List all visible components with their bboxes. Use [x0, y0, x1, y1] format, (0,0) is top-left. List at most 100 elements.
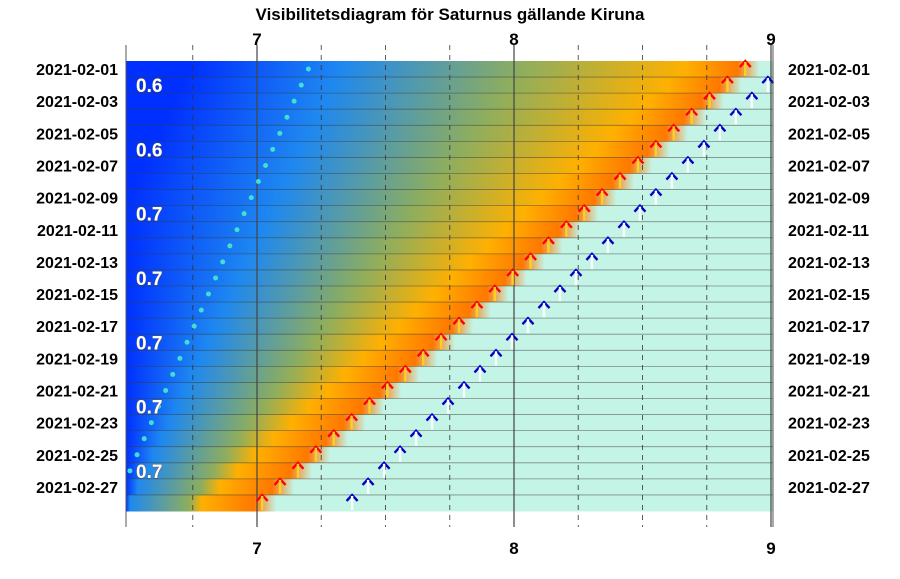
twilight-dot	[277, 130, 283, 136]
heatmap-row	[126, 414, 773, 432]
date-label-right: 2021-02-05	[788, 126, 870, 143]
saturn-rise-arrow	[273, 477, 287, 494]
date-label-left: 2021-02-01	[36, 62, 118, 79]
sunrise-arrow	[729, 107, 743, 125]
saturn-rise-arrow	[685, 107, 699, 125]
twilight-dot	[191, 323, 197, 329]
date-label-left: 2021-02-25	[36, 448, 118, 465]
sunrise-arrow	[425, 412, 439, 430]
sunrise-arrow	[377, 461, 391, 478]
twilight-dot	[198, 307, 204, 313]
saturn-rise-arrow	[255, 493, 269, 510]
sunrise-arrow	[633, 203, 647, 221]
date-label-right: 2021-02-13	[788, 255, 870, 272]
chart-title: Visibilitetsdiagram för Saturnus gälland…	[256, 5, 645, 24]
twilight-dots	[127, 66, 311, 474]
saturn-rise-arrow	[309, 444, 323, 462]
twilight-dot	[305, 66, 311, 72]
twilight-dot	[220, 259, 226, 265]
sunrise-arrow	[409, 428, 423, 446]
date-label-right: 2021-02-19	[788, 351, 870, 368]
magnitude-label: 0.7	[136, 462, 162, 483]
date-label-right: 2021-02-09	[788, 191, 870, 208]
x-tick-label-bottom: 9	[766, 539, 775, 558]
sunrise-arrow	[521, 316, 535, 334]
sunrise-arrow	[537, 300, 551, 318]
twilight-dot	[205, 291, 211, 297]
sunrise-arrow	[585, 252, 599, 269]
saturn-rise-arrow	[524, 252, 537, 269]
heatmap-row	[126, 446, 773, 464]
twilight-dot	[127, 468, 133, 474]
twilight-dot	[134, 452, 140, 458]
date-label-left: 2021-02-13	[36, 255, 118, 272]
twilight-dot	[163, 387, 169, 393]
sunrise-arrow	[601, 236, 615, 253]
saturn-rise-arrow	[345, 412, 358, 430]
magnitude-label: 0.7	[136, 205, 162, 226]
saturn-rise-arrow	[434, 332, 448, 350]
saturn-rise-arrow	[631, 155, 645, 173]
x-tick-label-top: 7	[252, 30, 261, 49]
twilight-dot	[213, 275, 219, 281]
sunrise-arrow	[569, 268, 583, 285]
twilight-dot	[170, 371, 176, 377]
sunrise-arrow	[681, 155, 695, 173]
saturn-rise-arrow	[667, 123, 681, 141]
sunrise-arrow	[441, 396, 455, 414]
date-label-left: 2021-02-05	[36, 126, 118, 143]
saturn-rise-arrow	[291, 461, 305, 478]
saturn-rise-arrow	[452, 316, 466, 334]
date-label-left: 2021-02-21	[36, 383, 118, 400]
date-label-right: 2021-02-01	[788, 62, 870, 79]
sunrise-arrow	[505, 332, 519, 350]
saturn-rise-arrow	[542, 236, 555, 253]
sunrise-arrow	[713, 123, 727, 141]
heatmap-row	[126, 462, 773, 480]
date-label-right: 2021-02-07	[788, 158, 870, 175]
date-label-left: 2021-02-07	[36, 158, 118, 175]
sunrise-arrow	[649, 187, 663, 205]
sunrise-arrow	[745, 91, 759, 109]
x-tick-label-top: 9	[766, 30, 775, 49]
twilight-dot	[248, 195, 254, 201]
saturn-rise-arrow	[327, 428, 341, 446]
saturn-rise-arrow	[506, 268, 520, 285]
heatmap-row	[126, 494, 773, 512]
magnitude-label: 0.7	[136, 333, 162, 354]
date-label-right: 2021-02-15	[788, 287, 870, 304]
date-label-left: 2021-02-17	[36, 319, 118, 336]
grid-lines	[126, 45, 773, 527]
twilight-dot	[241, 211, 247, 217]
date-label-left: 2021-02-15	[36, 287, 118, 304]
date-label-left: 2021-02-09	[36, 191, 118, 208]
date-label-left: 2021-02-19	[36, 351, 118, 368]
sunrise-arrow	[457, 380, 471, 398]
saturn-rise-arrow	[398, 364, 412, 382]
twilight-dot	[255, 179, 261, 185]
heatmap-row	[126, 173, 773, 191]
date-label-right: 2021-02-03	[788, 94, 870, 111]
x-tick-label-bottom: 8	[509, 539, 518, 558]
twilight-dot	[227, 243, 233, 249]
magnitude-labels: 0.6 0.6 0.7 0.7 0.7 0.7 0.7	[136, 76, 163, 484]
magnitude-label: 0.6	[136, 140, 162, 161]
x-tick-label-top: 8	[509, 30, 518, 49]
saturn-rise-arrow	[381, 380, 394, 398]
saturn-rise-arrow	[595, 187, 609, 205]
sunrise-arrow	[345, 493, 359, 510]
saturn-rise-arrow	[488, 284, 502, 302]
magnitude-label: 0.7	[136, 269, 162, 290]
saturn-rise-arrow	[703, 91, 716, 109]
heatmap-row	[126, 286, 773, 303]
sunrise-arrow	[489, 348, 503, 366]
saturn-rise-arrow	[738, 59, 752, 77]
date-label-left: 2021-02-11	[37, 223, 118, 240]
date-label-right: 2021-02-23	[788, 416, 870, 433]
heatmap-row	[126, 125, 773, 142]
twilight-dot	[184, 339, 190, 345]
saturn-rise-arrow	[363, 396, 376, 414]
twilight-dot	[298, 82, 304, 88]
twilight-dot	[270, 146, 276, 152]
rise-arrows	[255, 59, 775, 510]
